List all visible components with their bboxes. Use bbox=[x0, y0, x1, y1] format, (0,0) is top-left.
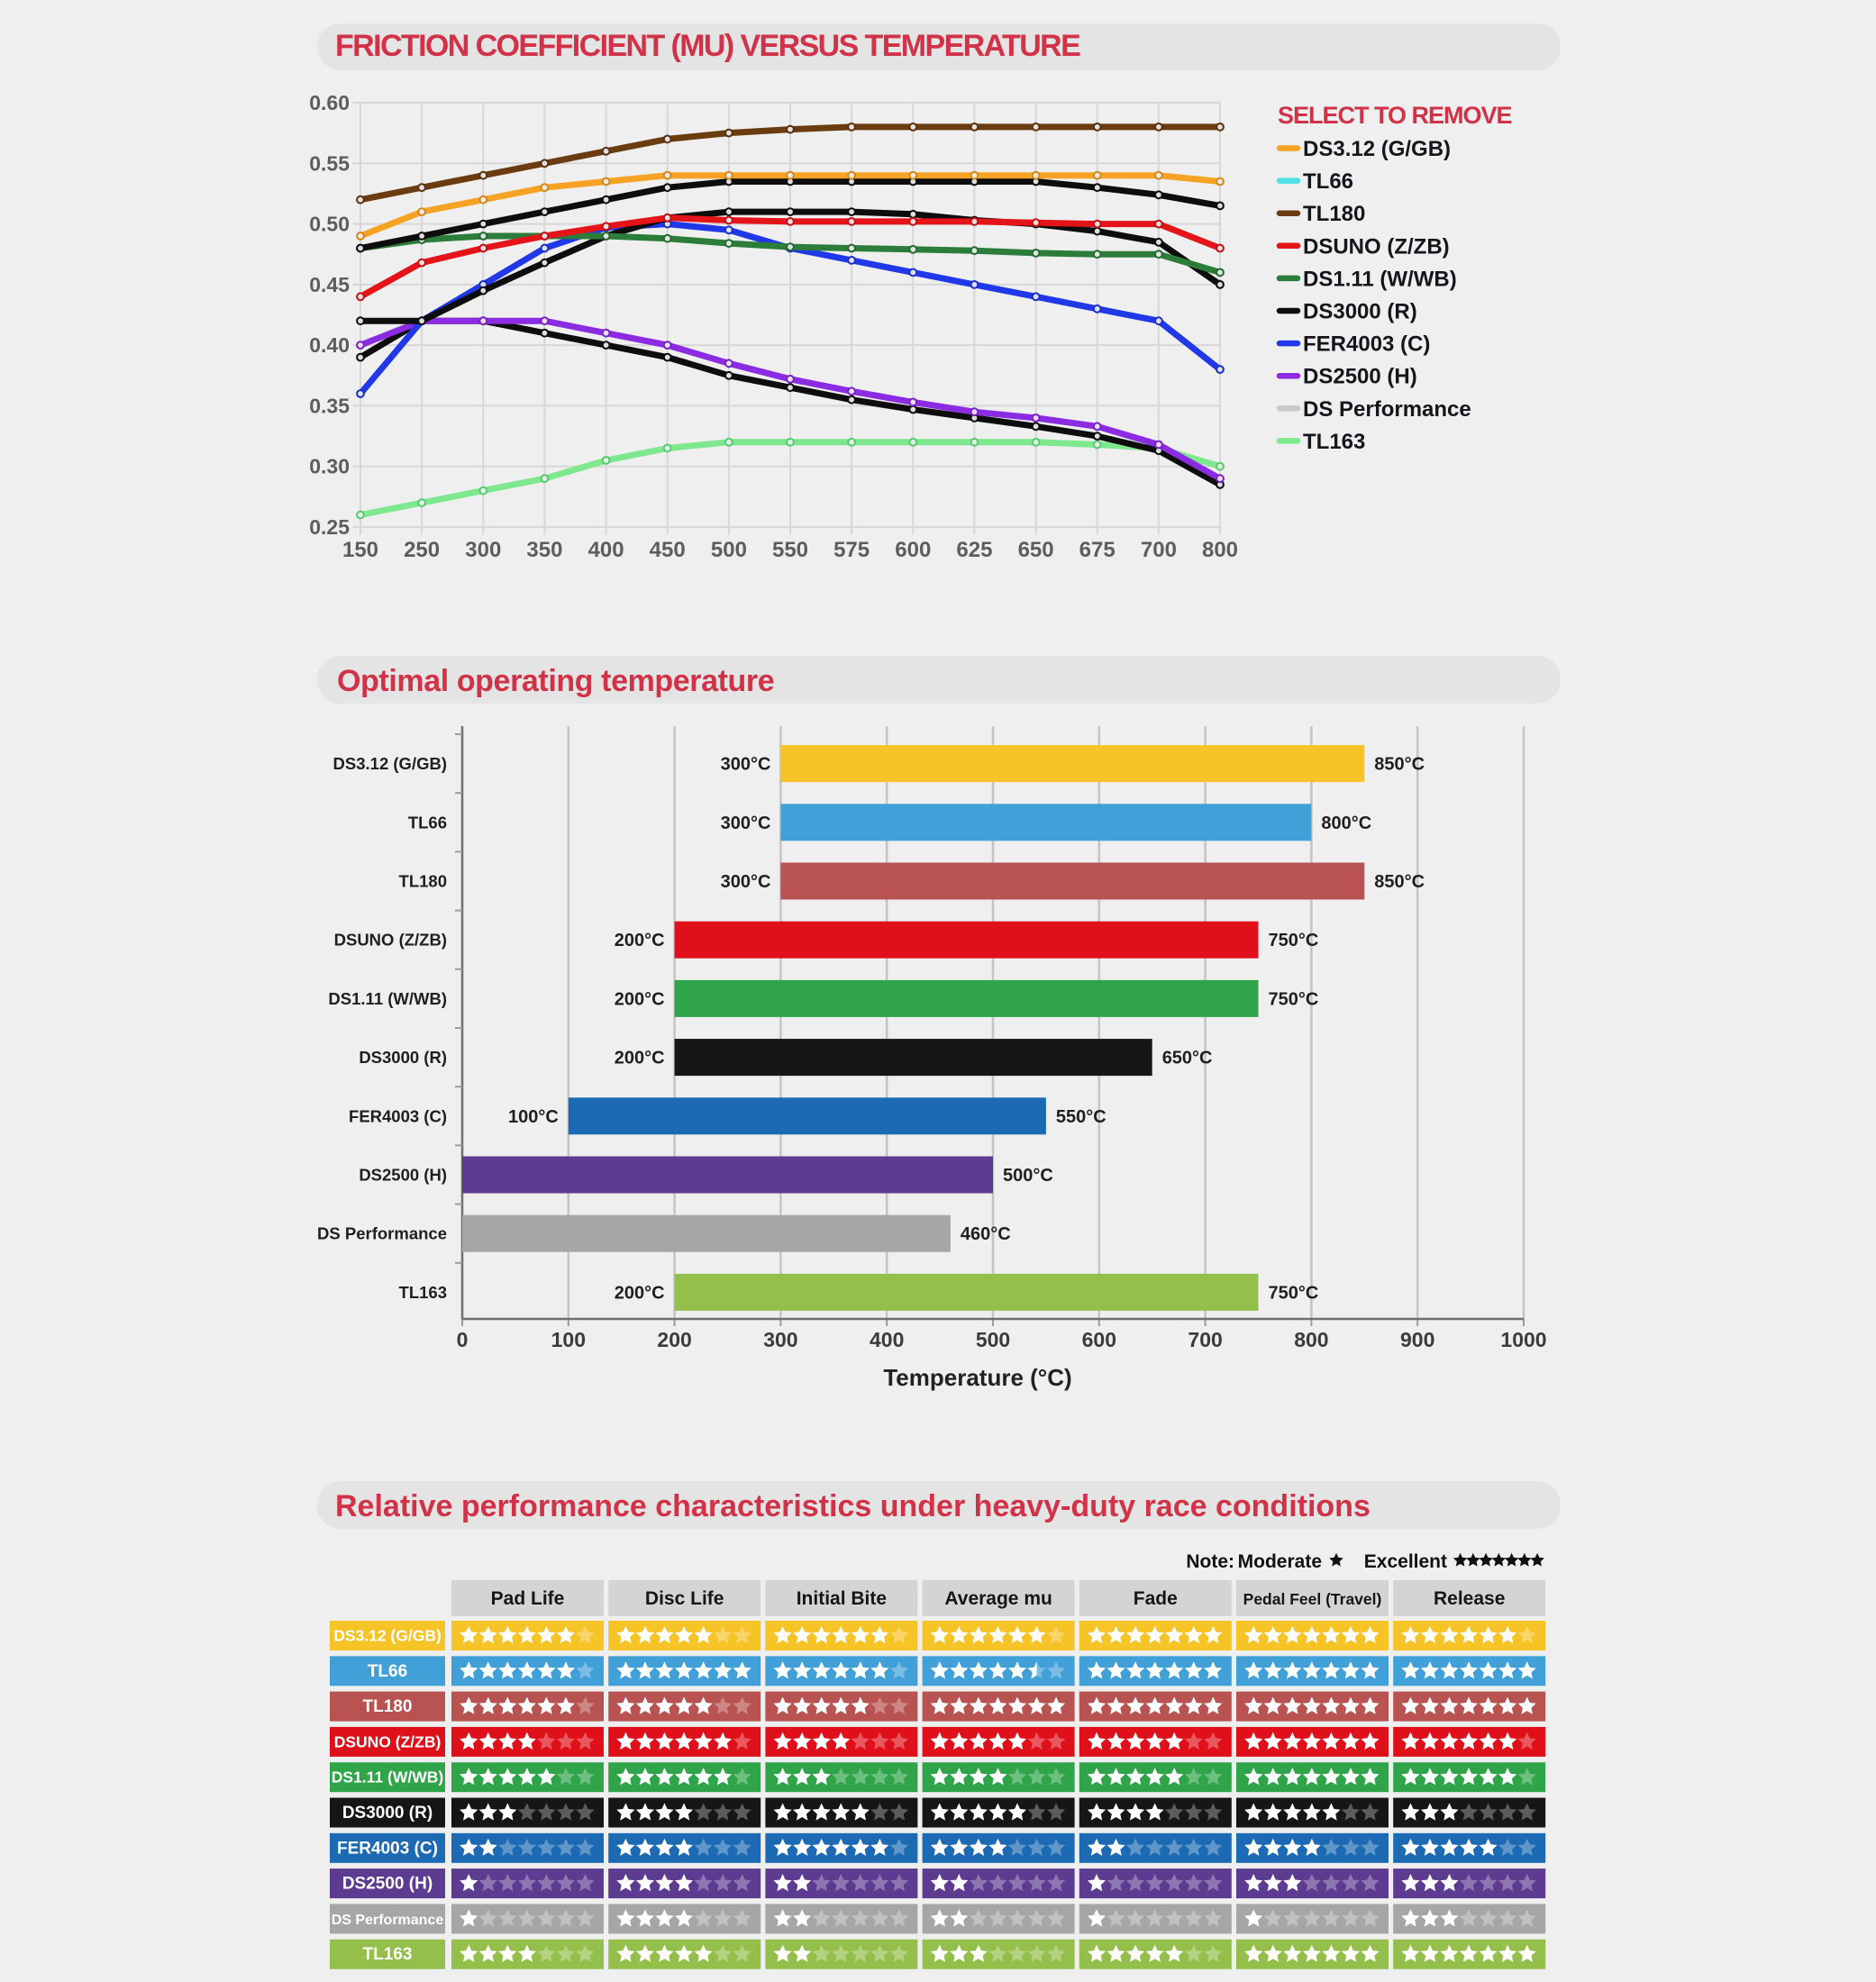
svg-text:300°C: 300°C bbox=[721, 872, 771, 892]
svg-text:300°C: 300°C bbox=[721, 814, 771, 833]
svg-text:0.25: 0.25 bbox=[309, 515, 350, 539]
svg-text:FER4003 (C): FER4003 (C) bbox=[349, 1106, 447, 1125]
svg-text:650°C: 650°C bbox=[1162, 1049, 1213, 1068]
svg-text:150: 150 bbox=[342, 538, 378, 562]
svg-text:DS1.11 (W/WB): DS1.11 (W/WB) bbox=[1303, 267, 1457, 291]
svg-text:DSUNO (Z/ZB): DSUNO (Z/ZB) bbox=[334, 931, 447, 950]
svg-text:250: 250 bbox=[404, 538, 440, 562]
svg-text:700: 700 bbox=[1141, 538, 1177, 562]
svg-text:SELECT TO REMOVE: SELECT TO REMOVE bbox=[1278, 102, 1512, 129]
svg-text:DS Performance: DS Performance bbox=[317, 1224, 447, 1243]
svg-text:Pedal Feel (Travel): Pedal Feel (Travel) bbox=[1243, 1590, 1382, 1608]
svg-text:DS1.11 (W/WB): DS1.11 (W/WB) bbox=[328, 989, 447, 1008]
svg-text:600: 600 bbox=[1082, 1328, 1116, 1351]
svg-text:TL180: TL180 bbox=[363, 1697, 413, 1716]
svg-text:DS Performance: DS Performance bbox=[1303, 397, 1471, 422]
svg-text:850°C: 850°C bbox=[1374, 872, 1425, 892]
svg-text:0.45: 0.45 bbox=[309, 273, 350, 296]
svg-text:500: 500 bbox=[711, 538, 747, 562]
svg-text:0.50: 0.50 bbox=[309, 213, 350, 236]
svg-text:TL66: TL66 bbox=[1303, 169, 1353, 194]
svg-text:FRICTION COEFFICIENT (MU) VERS: FRICTION COEFFICIENT (MU) VERSUS TEMPERA… bbox=[335, 29, 1080, 63]
svg-text:200°C: 200°C bbox=[615, 1049, 665, 1068]
svg-text:200: 200 bbox=[657, 1328, 691, 1351]
svg-text:0.60: 0.60 bbox=[309, 91, 350, 114]
svg-text:DS2500 (H): DS2500 (H) bbox=[1303, 365, 1417, 389]
svg-text:Moderate: Moderate bbox=[1238, 1551, 1322, 1572]
svg-text:FER4003 (C): FER4003 (C) bbox=[337, 1839, 438, 1858]
svg-text:625: 625 bbox=[956, 538, 992, 562]
svg-text:0.30: 0.30 bbox=[309, 455, 350, 478]
svg-text:650: 650 bbox=[1018, 538, 1054, 562]
svg-text:500°C: 500°C bbox=[1003, 1166, 1053, 1186]
svg-text:DSUNO (Z/ZB): DSUNO (Z/ZB) bbox=[1303, 234, 1450, 259]
svg-text:550°C: 550°C bbox=[1056, 1107, 1106, 1127]
svg-text:400: 400 bbox=[870, 1328, 904, 1351]
svg-text:350: 350 bbox=[526, 538, 562, 562]
svg-text:Fade: Fade bbox=[1134, 1588, 1178, 1609]
svg-text:Excellent: Excellent bbox=[1364, 1551, 1447, 1572]
svg-text:Relative performance character: Relative performance characteristics und… bbox=[335, 1489, 1371, 1523]
svg-text:DS2500 (H): DS2500 (H) bbox=[342, 1875, 433, 1894]
svg-text:DS2500 (H): DS2500 (H) bbox=[359, 1166, 447, 1185]
svg-text:TL66: TL66 bbox=[408, 813, 447, 832]
svg-text:200°C: 200°C bbox=[615, 931, 665, 950]
svg-text:460°C: 460°C bbox=[961, 1224, 1011, 1244]
svg-text:450: 450 bbox=[650, 538, 686, 562]
svg-text:DS Performance: DS Performance bbox=[332, 1913, 444, 1928]
svg-text:FER4003 (C): FER4003 (C) bbox=[1303, 332, 1430, 357]
svg-text:800°C: 800°C bbox=[1321, 814, 1371, 833]
svg-text:200°C: 200°C bbox=[615, 989, 665, 1009]
svg-text:Release: Release bbox=[1434, 1588, 1505, 1609]
svg-text:Pad Life: Pad Life bbox=[491, 1588, 565, 1609]
svg-text:DS3000 (R): DS3000 (R) bbox=[1303, 300, 1417, 324]
svg-text:TL66: TL66 bbox=[368, 1662, 407, 1681]
svg-text:TL180: TL180 bbox=[399, 872, 447, 891]
svg-text:Optimal operating temperature: Optimal operating temperature bbox=[337, 664, 774, 698]
svg-text:300°C: 300°C bbox=[721, 755, 771, 775]
svg-text:400: 400 bbox=[588, 538, 624, 562]
svg-text:DSUNO (Z/ZB): DSUNO (Z/ZB) bbox=[334, 1732, 442, 1750]
svg-text:0: 0 bbox=[457, 1328, 469, 1351]
svg-text:1000: 1000 bbox=[1500, 1328, 1546, 1351]
svg-text:Temperature (°C): Temperature (°C) bbox=[883, 1364, 1071, 1391]
svg-text:575: 575 bbox=[833, 538, 870, 562]
svg-text:DS3000 (R): DS3000 (R) bbox=[342, 1804, 433, 1823]
svg-text:Note:: Note: bbox=[1186, 1551, 1234, 1572]
svg-text:TL180: TL180 bbox=[1303, 202, 1365, 226]
svg-text:DS1.11 (W/WB): DS1.11 (W/WB) bbox=[332, 1768, 443, 1787]
svg-text:Initial Bite: Initial Bite bbox=[797, 1588, 887, 1609]
svg-text:500: 500 bbox=[976, 1328, 1010, 1351]
svg-text:900: 900 bbox=[1400, 1328, 1434, 1351]
svg-text:100°C: 100°C bbox=[508, 1107, 559, 1127]
svg-text:0.55: 0.55 bbox=[309, 151, 350, 175]
svg-text:800: 800 bbox=[1202, 538, 1238, 562]
svg-text:200°C: 200°C bbox=[615, 1283, 665, 1303]
svg-text:TL163: TL163 bbox=[399, 1283, 447, 1302]
svg-text:Disc Life: Disc Life bbox=[645, 1588, 724, 1609]
svg-text:TL163: TL163 bbox=[1303, 430, 1365, 454]
svg-text:100: 100 bbox=[551, 1328, 586, 1351]
svg-text:Average mu: Average mu bbox=[944, 1588, 1052, 1609]
svg-text:300: 300 bbox=[465, 538, 501, 562]
svg-text:300: 300 bbox=[763, 1328, 797, 1351]
svg-text:DS3000 (R): DS3000 (R) bbox=[359, 1048, 447, 1067]
svg-text:TL163: TL163 bbox=[363, 1945, 413, 1964]
svg-text:750°C: 750°C bbox=[1269, 931, 1319, 950]
svg-text:550: 550 bbox=[772, 538, 808, 562]
svg-text:DS3.12 (G/GB): DS3.12 (G/GB) bbox=[333, 1627, 442, 1645]
svg-text:700: 700 bbox=[1188, 1328, 1222, 1351]
svg-text:DS3.12 (G/GB): DS3.12 (G/GB) bbox=[333, 754, 447, 773]
svg-text:0.40: 0.40 bbox=[309, 333, 350, 357]
svg-text:600: 600 bbox=[895, 538, 931, 562]
svg-text:800: 800 bbox=[1294, 1328, 1328, 1351]
svg-text:850°C: 850°C bbox=[1374, 755, 1425, 775]
svg-text:750°C: 750°C bbox=[1269, 989, 1319, 1009]
svg-text:DS3.12 (G/GB): DS3.12 (G/GB) bbox=[1303, 137, 1451, 161]
svg-text:750°C: 750°C bbox=[1269, 1283, 1319, 1303]
svg-text:0.35: 0.35 bbox=[309, 394, 350, 417]
svg-text:675: 675 bbox=[1079, 538, 1116, 562]
